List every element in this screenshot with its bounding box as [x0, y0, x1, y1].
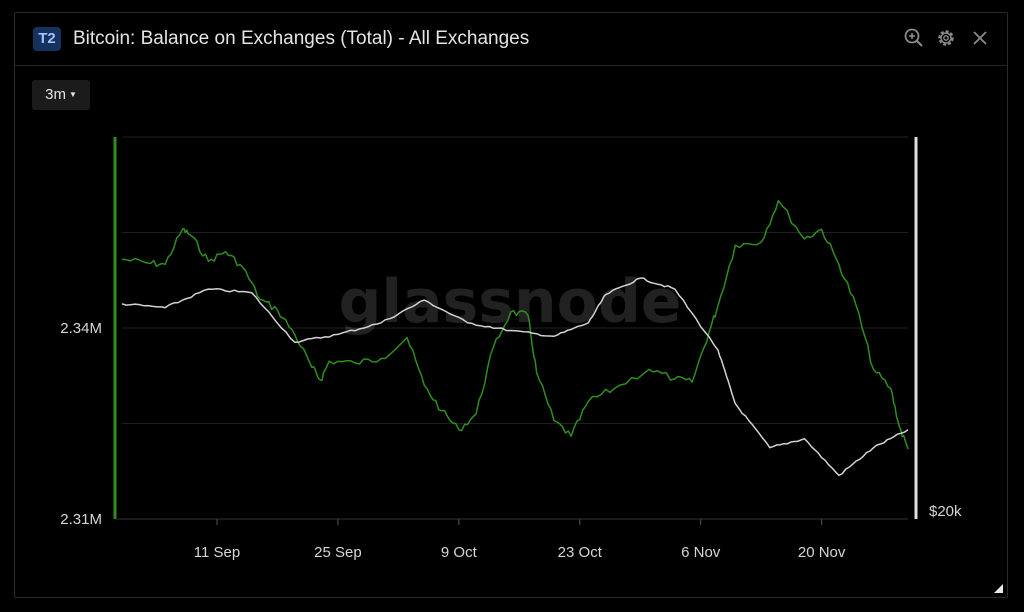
series-line-price: [121, 277, 909, 477]
chart-header: T2 Bitcoin: Balance on Exchanges (Total)…: [15, 13, 1007, 66]
watermark: glassnode: [338, 267, 681, 337]
resize-handle[interactable]: [994, 584, 1003, 593]
caret-down-icon: ▼: [68, 90, 77, 100]
x-tick-label: 11 Sep: [194, 544, 240, 561]
close-icon[interactable]: [969, 27, 991, 49]
chart-panel: T2 Bitcoin: Balance on Exchanges (Total)…: [14, 12, 1008, 598]
y-tick-label: 2.34M: [60, 320, 102, 337]
x-tick-label: 20 Nov: [798, 544, 846, 561]
x-tick-label: 23 Oct: [558, 544, 603, 561]
y-tick-label: 2.31M: [60, 511, 102, 528]
series-line-balance: [121, 199, 909, 450]
gear-icon[interactable]: [935, 27, 957, 49]
y2-tick-label: $20k: [929, 503, 962, 520]
time-range-label: 3m: [45, 86, 66, 103]
chart-title: Bitcoin: Balance on Exchanges (Total) - …: [73, 28, 530, 49]
time-range-dropdown[interactable]: 3m ▼: [32, 80, 90, 110]
x-tick-label: 9 Oct: [441, 544, 478, 561]
zoom-in-icon[interactable]: [903, 27, 925, 49]
tier-badge: T2: [33, 27, 61, 51]
x-tick-label: 6 Nov: [681, 544, 721, 561]
x-tick-label: 25 Sep: [314, 544, 362, 561]
